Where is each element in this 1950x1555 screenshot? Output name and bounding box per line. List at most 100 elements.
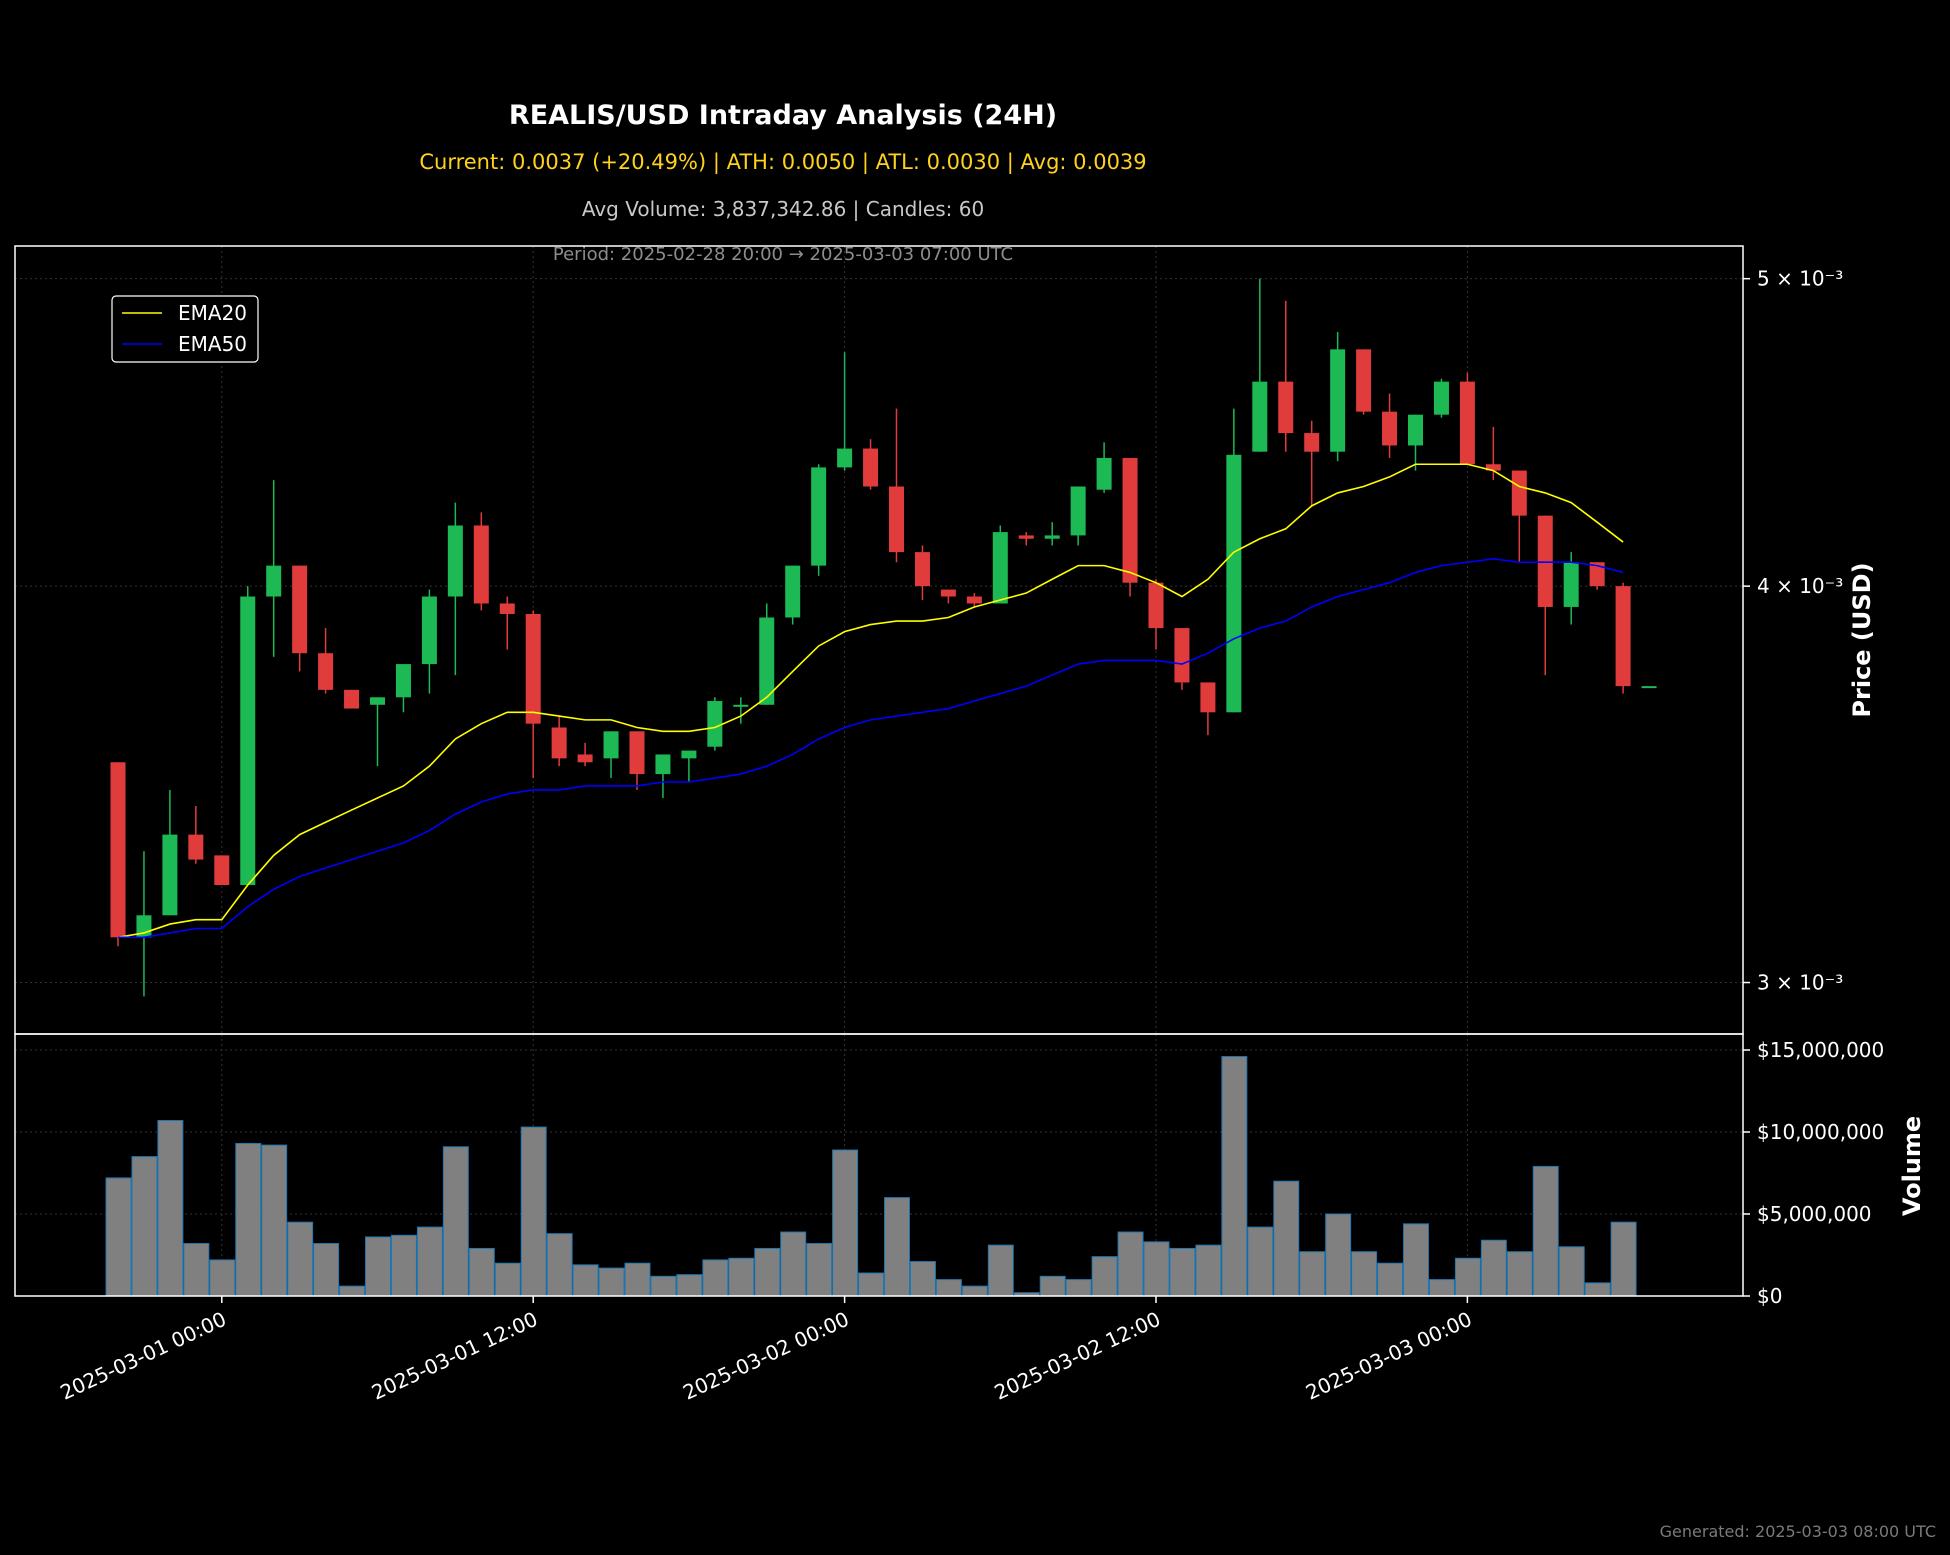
volume-bar <box>1039 1275 1066 1297</box>
volume-bar <box>442 1146 469 1297</box>
volume-bar <box>884 1197 910 1297</box>
volume-bar <box>1351 1251 1378 1297</box>
volume-bar <box>390 1234 417 1297</box>
candle-body <box>421 596 437 665</box>
volume-bar <box>987 1244 1014 1297</box>
candle-body <box>1148 582 1164 629</box>
y-tick-label: 5 × 10⁻³ <box>1757 267 1843 291</box>
volume-bar <box>1610 1221 1637 1297</box>
volume-bar <box>157 1120 184 1297</box>
candle-body <box>1330 349 1346 452</box>
volume-bar <box>546 1233 573 1297</box>
candle-body <box>629 731 645 775</box>
candle-body <box>499 603 515 614</box>
volume-bar <box>1091 1256 1118 1297</box>
volume-bar <box>1584 1282 1611 1297</box>
volume-bar <box>676 1274 703 1297</box>
volume-bar <box>365 1236 391 1297</box>
y-tick-label: 3 × 10⁻³ <box>1757 971 1843 995</box>
volume-bar <box>1532 1165 1559 1297</box>
volume-bar <box>754 1247 781 1297</box>
volume-bar <box>494 1262 521 1297</box>
candle-body <box>681 750 697 759</box>
candle-body <box>863 448 879 487</box>
volume-bar <box>598 1267 625 1297</box>
candle-body <box>344 689 360 709</box>
volume-tick-label: $0 <box>1757 1284 1782 1308</box>
candle-body <box>395 664 411 698</box>
volume-bar <box>1506 1251 1533 1297</box>
candle-body <box>1615 586 1631 687</box>
candle-body <box>1563 562 1579 607</box>
y-tick-label: 4 × 10⁻³ <box>1757 574 1843 598</box>
candle-body <box>1226 454 1242 713</box>
volume-bar <box>806 1243 833 1297</box>
candle-body <box>1018 535 1034 539</box>
volume-bar <box>572 1264 599 1297</box>
candle-body <box>447 525 463 597</box>
x-tick-label: 2025-03-03 00:00 <box>1302 1307 1475 1405</box>
x-tick-label: 2025-03-01 00:00 <box>56 1307 229 1405</box>
candle-body <box>914 552 930 587</box>
volume-bar <box>1480 1239 1507 1297</box>
candle-body <box>1433 381 1449 415</box>
candle-body <box>162 834 178 916</box>
candle-body <box>1382 411 1398 446</box>
volume-bar <box>702 1259 729 1297</box>
volume-bar <box>209 1259 236 1297</box>
volume-bar <box>909 1261 936 1297</box>
volume-bar <box>858 1272 885 1297</box>
volume-bar <box>832 1149 859 1297</box>
volume-bar <box>1195 1244 1222 1297</box>
candle-body <box>240 596 256 886</box>
candle-body <box>370 697 385 705</box>
candle-body <box>603 731 619 759</box>
volume-bar <box>313 1243 340 1297</box>
x-tick-label: 2025-03-02 00:00 <box>679 1307 852 1405</box>
candle-body <box>992 532 1008 604</box>
volume-bar <box>520 1126 547 1297</box>
volume-summary: Avg Volume: 3,837,342.86 | Candles: 60 <box>581 197 985 221</box>
chart-title: REALIS/USD Intraday Analysis (24H) <box>508 100 1058 131</box>
period-label: Period: 2025-02-28 20:00 → 2025-03-03 07… <box>552 244 1014 265</box>
candle-body <box>318 653 334 690</box>
volume-tick-label: $5,000,000 <box>1757 1202 1872 1226</box>
chart-legend: EMA20 EMA50 <box>111 295 259 363</box>
candle-body <box>110 762 126 938</box>
x-tick-label: 2025-03-01 12:00 <box>368 1307 541 1405</box>
volume-bar <box>1299 1251 1326 1297</box>
volume-bar <box>780 1231 807 1297</box>
candle-body <box>1537 515 1553 607</box>
legend-entry: EMA20 <box>178 301 247 325</box>
candle-body <box>214 855 230 886</box>
volume-bar <box>1454 1257 1481 1297</box>
candle-body <box>1122 457 1138 583</box>
candle-body <box>266 565 282 597</box>
volume-bar <box>1428 1279 1455 1297</box>
candle-body <box>707 701 723 747</box>
candle-body <box>811 467 827 566</box>
candle-body <box>733 704 749 707</box>
volume-bar <box>1221 1056 1248 1297</box>
volume-axis-label: Volume <box>1898 1116 1926 1216</box>
candle-body <box>1304 433 1320 452</box>
volume-bar <box>650 1275 677 1297</box>
volume-bar <box>624 1262 651 1297</box>
candle-body <box>759 617 775 705</box>
volume-bar <box>1169 1247 1196 1297</box>
volume-bar <box>261 1144 288 1297</box>
volume-bar <box>339 1285 366 1297</box>
volume-tick-label: $10,000,000 <box>1757 1120 1884 1144</box>
volume-bar <box>416 1226 443 1297</box>
candle-body <box>1200 682 1216 713</box>
ema20-line <box>117 463 1624 939</box>
candle-body <box>837 448 853 468</box>
volume-panel-frame <box>14 1033 1744 1297</box>
candle-body <box>1356 349 1372 412</box>
candle-body <box>1459 381 1475 465</box>
candle-body <box>1070 486 1086 536</box>
generated-timestamp: Generated: 2025-03-03 08:00 UTC <box>1659 1522 1936 1541</box>
candle-body <box>1174 628 1190 683</box>
candle-body <box>1511 470 1527 516</box>
